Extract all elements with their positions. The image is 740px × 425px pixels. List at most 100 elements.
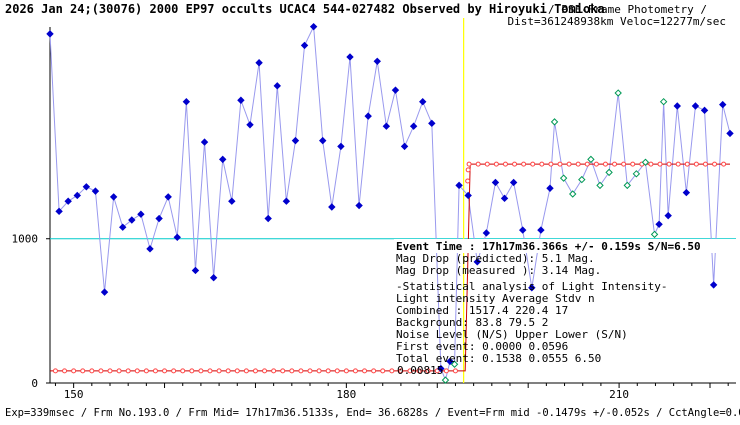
data-point	[455, 181, 463, 190]
statistics-title: -Statistical analysis of Light Intensity…	[396, 280, 668, 293]
model-marker-low	[80, 368, 86, 374]
data-point-occulted	[641, 158, 650, 166]
model-marker-low	[89, 368, 95, 374]
model-marker-low	[352, 368, 358, 374]
model-marker-low	[389, 368, 395, 374]
model-marker-high	[602, 161, 608, 167]
model-marker-low	[398, 368, 404, 374]
mag-drop-measured: Mag Drop (measured ): 3.14 Mag.	[396, 264, 601, 277]
model-marker-high	[493, 161, 499, 167]
model-marker-high	[675, 161, 681, 167]
data-point	[400, 142, 409, 151]
data-point	[64, 197, 72, 205]
data-point	[482, 229, 491, 237]
data-point	[664, 211, 672, 220]
data-point	[119, 223, 127, 231]
data-point	[528, 284, 536, 292]
data-point-occulted	[596, 181, 604, 190]
data-point	[446, 357, 454, 366]
data-point	[291, 136, 300, 145]
chart-subtitle: Dist=361248938km Veloc=12277m/sec	[507, 15, 726, 28]
model-marker-high	[612, 161, 618, 167]
data-point	[237, 96, 245, 104]
data-point-occulted	[441, 376, 450, 384]
model-marker-low	[325, 368, 331, 374]
data-point	[519, 226, 527, 234]
data-point	[428, 119, 436, 128]
data-point	[200, 138, 209, 146]
model-marker-low	[380, 368, 386, 374]
model-marker-low	[198, 368, 204, 374]
mag-drop-predicted: Mag Drop (predicted): 5.1 Mag.	[396, 252, 595, 265]
model-marker-low	[143, 368, 149, 374]
data-point	[46, 30, 54, 38]
model-marker-high	[684, 161, 690, 167]
data-point-occulted	[569, 190, 577, 198]
data-point	[691, 102, 700, 110]
data-point	[55, 207, 63, 216]
data-point	[82, 183, 91, 191]
data-point	[137, 210, 145, 218]
model-marker-high	[548, 161, 554, 167]
data-point	[655, 220, 663, 229]
model-marker-low	[225, 368, 231, 374]
model-marker-low	[362, 368, 368, 374]
model-marker-low	[125, 368, 131, 374]
model-marker-high	[621, 161, 627, 167]
data-point	[491, 178, 500, 187]
model-marker-low	[162, 368, 168, 374]
event-time-text: Event Time : 17h17m36.366s +/- 0.159s S/…	[396, 240, 701, 253]
data-point	[419, 97, 427, 106]
model-marker-low	[262, 368, 268, 374]
noise-level-header: Noise Level (N/S) Upper Lower (S/N)	[396, 328, 628, 341]
model-marker-high	[539, 161, 545, 167]
data-point	[328, 203, 336, 211]
data-point-occulted	[614, 89, 622, 97]
data-point	[228, 197, 236, 205]
data-point	[355, 201, 363, 210]
model-marker-low	[171, 368, 177, 374]
model-marker-low	[52, 368, 58, 374]
model-marker-low	[343, 368, 349, 374]
model-marker-transition	[465, 178, 471, 184]
data-point	[309, 22, 318, 31]
data-point	[409, 122, 418, 130]
model-marker-low	[189, 368, 195, 374]
first-event-row: First event: 0.0000 0.0596	[396, 340, 568, 353]
model-marker-low	[243, 368, 249, 374]
x-tick-label: 180	[336, 388, 356, 401]
data-point-occulted	[659, 97, 668, 106]
model-marker-high	[657, 161, 663, 167]
combined-row: Combined : 1517.4 220.4 17	[396, 304, 568, 317]
model-marker-high	[466, 161, 472, 167]
data-point	[537, 226, 545, 234]
model-marker-low	[280, 368, 286, 374]
model-step-line	[50, 163, 730, 372]
data-point	[182, 97, 191, 106]
data-point	[128, 216, 136, 224]
data-point-occulted	[605, 168, 613, 177]
data-point	[246, 121, 254, 129]
data-point-occulted	[632, 170, 641, 178]
data-point	[682, 188, 691, 197]
model-marker-low	[116, 368, 122, 374]
x-tick-label: 210	[609, 388, 629, 401]
model-marker-high	[566, 161, 572, 167]
model-marker-high	[521, 161, 527, 167]
data-point	[109, 193, 118, 201]
model-marker-high	[712, 161, 718, 167]
data-point	[709, 281, 718, 289]
model-marker-high	[584, 161, 590, 167]
data-point	[100, 288, 109, 296]
model-marker-high	[512, 161, 518, 167]
light-intensity-header: Light intensity Average Stdv n	[396, 292, 595, 305]
chart-title-suffix: / PSF-Frame Photometry /	[548, 3, 707, 16]
data-point	[726, 129, 734, 138]
model-marker-high	[593, 161, 599, 167]
model-marker-low	[62, 368, 68, 374]
model-marker-high	[630, 161, 636, 167]
model-marker-low	[134, 368, 140, 374]
background-row: Background: 83.8 79.5 2	[396, 316, 548, 329]
data-point	[300, 41, 309, 50]
